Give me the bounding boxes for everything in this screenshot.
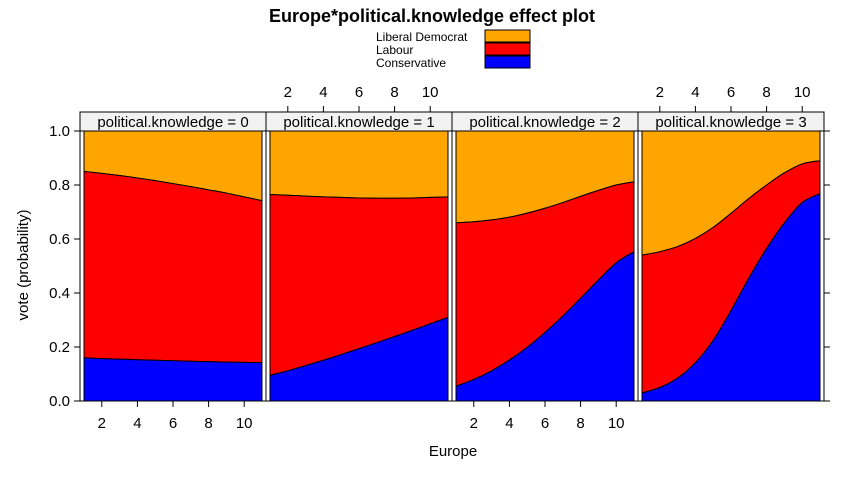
x-tick-label: 2	[98, 415, 106, 432]
panel-1: political.knowledge = 1	[265, 111, 453, 402]
area-conservative	[455, 250, 635, 402]
legend-swatch-labour	[484, 42, 531, 56]
area-conservative	[269, 316, 449, 402]
x-axis-title: Europe	[429, 443, 477, 460]
x-tick-label: 4	[691, 84, 699, 101]
chart-title: Europe*political.knowledge effect plot	[269, 6, 595, 26]
legend-label-labour: Labour	[376, 43, 413, 57]
y-tick-label: 0.0	[49, 393, 70, 410]
y-tick-label: 0.6	[49, 231, 70, 248]
x-tick-label: 10	[794, 84, 811, 101]
panel-strip-label: political.knowledge = 0	[97, 114, 248, 131]
x-tick-label: 10	[236, 415, 253, 432]
panels: political.knowledge = 0 political.knowled…	[79, 111, 825, 402]
panel-0: political.knowledge = 0	[79, 111, 267, 402]
x-tick-label: 2	[470, 415, 478, 432]
x-tick-label: 10	[608, 415, 625, 432]
y-tick-label: 1.0	[49, 123, 70, 140]
y-tick-label: 0.4	[49, 285, 70, 302]
x-tick-label: 2	[656, 84, 664, 101]
legend: Liberal Democrat Labour Conservative	[376, 29, 531, 70]
x-tick-label: 2	[284, 84, 292, 101]
panel-strip-label: political.knowledge = 3	[655, 114, 806, 131]
x-tick-label: 8	[762, 84, 770, 101]
y-tick-label: 0.8	[49, 177, 70, 194]
area-conservative	[641, 192, 821, 402]
x-tick-label: 6	[355, 84, 363, 101]
legend-label-conservative: Conservative	[376, 56, 446, 70]
axes: 2 4 6 8 10 2 4 6 8 10 2 4 6 8 10 2 4 6 8 10 0.0 0.2 0.4 0.6 0.8 1…	[49, 84, 830, 432]
legend-swatch-conservative	[484, 55, 531, 69]
panel-3: political.knowledge = 3	[637, 111, 825, 402]
panel-border	[637, 130, 825, 402]
x-tick-label: 4	[505, 415, 513, 432]
x-tick-label: 8	[204, 415, 212, 432]
panel-2: political.knowledge = 2	[451, 111, 639, 402]
legend-label-liberal-democrat: Liberal Democrat	[376, 30, 468, 44]
panel-strip-label: political.knowledge = 2	[469, 114, 620, 131]
area-labour	[83, 170, 263, 364]
y-tick-label: 0.2	[49, 339, 70, 356]
x-tick-label: 8	[390, 84, 398, 101]
panel-strip-label: political.knowledge = 1	[283, 114, 434, 131]
x-tick-label: 8	[576, 415, 584, 432]
x-tick-label: 6	[169, 415, 177, 432]
x-tick-label: 4	[319, 84, 327, 101]
area-liberal-democrat	[269, 130, 449, 199]
legend-swatch-liberal-democrat	[484, 29, 531, 43]
x-tick-label: 6	[541, 415, 549, 432]
x-tick-label: 4	[133, 415, 141, 432]
x-tick-label: 6	[727, 84, 735, 101]
area-conservative	[83, 357, 263, 402]
y-axis-title: vote (probability)	[15, 210, 32, 321]
x-tick-label: 10	[422, 84, 439, 101]
